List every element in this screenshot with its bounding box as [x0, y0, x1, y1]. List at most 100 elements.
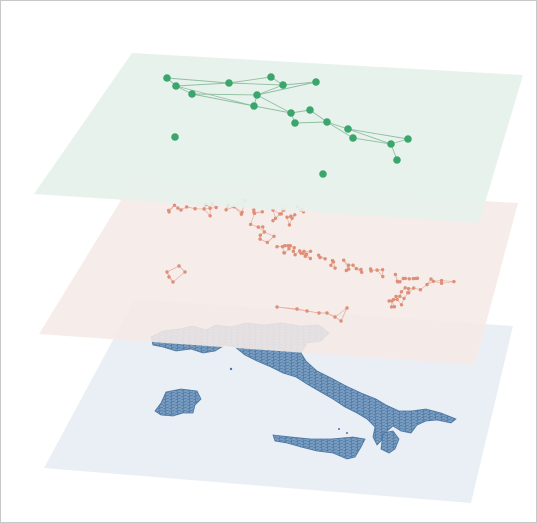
middle-node — [303, 254, 307, 258]
top-edge — [282, 81, 317, 86]
middle-node — [295, 307, 299, 311]
middle-node — [258, 237, 262, 241]
middle-node — [167, 275, 171, 279]
middle-node — [415, 276, 420, 280]
middle-node — [214, 205, 218, 210]
middle-node — [380, 268, 385, 272]
middle-node — [171, 280, 175, 284]
top-node — [163, 74, 171, 82]
middle-node — [167, 208, 171, 213]
middle-edge — [276, 306, 298, 310]
middle-node — [403, 286, 407, 290]
middle-node — [285, 215, 289, 219]
middle-node — [439, 278, 444, 283]
top-node — [225, 79, 233, 87]
middle-node — [323, 257, 327, 261]
middle-node — [248, 222, 253, 227]
top-node — [349, 134, 357, 142]
middle-node — [406, 287, 411, 291]
top-node — [387, 140, 395, 148]
top-edge — [253, 105, 292, 114]
middle-node — [429, 277, 433, 281]
middle-node — [339, 319, 343, 323]
top-edge — [347, 128, 409, 140]
middle-node — [360, 270, 364, 274]
top-node — [267, 73, 275, 81]
middle-node — [275, 305, 279, 309]
middle-node — [293, 253, 297, 257]
top-node — [171, 133, 179, 141]
middle-edge — [340, 307, 348, 322]
sardinia — [154, 388, 202, 417]
middle-node — [272, 234, 276, 238]
top-edge — [256, 84, 284, 96]
middle-node — [399, 303, 404, 307]
middle-edge — [306, 310, 320, 314]
top-node — [188, 90, 196, 98]
middle-node — [287, 247, 291, 251]
middle-node — [165, 270, 169, 274]
top-node — [393, 156, 401, 164]
middle-node — [262, 230, 267, 234]
middle-node — [265, 240, 269, 245]
middle-node — [399, 290, 404, 294]
middle-node — [403, 276, 407, 281]
middle-node — [390, 299, 394, 303]
middle-node — [411, 276, 416, 281]
middle-node — [407, 291, 411, 295]
top-node — [253, 91, 261, 99]
top-node — [291, 119, 299, 127]
middle-node — [291, 249, 296, 253]
middle-node — [393, 272, 398, 277]
middle-edge — [250, 213, 255, 225]
middle-node — [418, 288, 423, 292]
middle-node — [389, 305, 394, 309]
middle-node — [333, 315, 337, 319]
middle-node — [395, 297, 399, 302]
top-plane — [34, 53, 523, 223]
middle-node — [394, 294, 398, 299]
middle-node — [395, 279, 400, 283]
top-edge — [326, 121, 354, 139]
middle-node — [308, 256, 313, 261]
top-node — [404, 135, 412, 143]
middle-nodes — [165, 198, 456, 323]
top-edge — [175, 85, 255, 107]
middle-node — [256, 225, 260, 229]
top-edge — [166, 77, 230, 84]
middle-node — [359, 267, 363, 272]
top-node — [250, 102, 258, 110]
middle-node — [202, 207, 206, 211]
middle-node — [392, 305, 397, 309]
middle-edge — [441, 281, 454, 284]
middle-node — [381, 274, 385, 279]
middle-node — [412, 286, 416, 290]
top-edge — [228, 76, 272, 84]
middle-node — [282, 251, 286, 255]
middle-node — [183, 270, 187, 274]
middle-edge — [264, 231, 275, 237]
middle-node — [193, 207, 197, 211]
middle-node — [308, 249, 313, 253]
middle-edge — [334, 307, 348, 318]
middle-node — [325, 311, 329, 315]
middle-node — [342, 258, 346, 262]
middle-node — [407, 277, 411, 281]
top-edge — [228, 82, 284, 86]
middle-node — [252, 211, 257, 216]
middle-plane — [39, 179, 518, 365]
middle-node — [402, 296, 406, 301]
middle-node — [275, 245, 279, 249]
middle-edge — [166, 265, 180, 273]
top-edge — [294, 121, 328, 124]
middle-node — [208, 214, 212, 218]
top-node — [172, 82, 180, 90]
middle-node — [345, 306, 349, 310]
top-node — [306, 106, 314, 114]
top-edge — [191, 93, 258, 96]
top-edge — [256, 94, 292, 114]
middle-node — [298, 249, 302, 253]
top-edge — [191, 93, 255, 107]
top-node — [279, 81, 287, 89]
